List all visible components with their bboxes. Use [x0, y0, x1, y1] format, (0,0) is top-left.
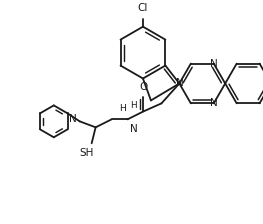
Text: SH: SH — [79, 148, 94, 158]
Text: Cl: Cl — [138, 3, 148, 13]
Text: N: N — [210, 59, 218, 69]
Text: O: O — [139, 82, 148, 93]
Text: H: H — [130, 101, 137, 110]
Text: N: N — [69, 114, 77, 124]
Text: N: N — [210, 98, 218, 108]
Text: H: H — [119, 104, 125, 113]
Text: N: N — [129, 124, 137, 134]
Text: N: N — [176, 78, 184, 88]
